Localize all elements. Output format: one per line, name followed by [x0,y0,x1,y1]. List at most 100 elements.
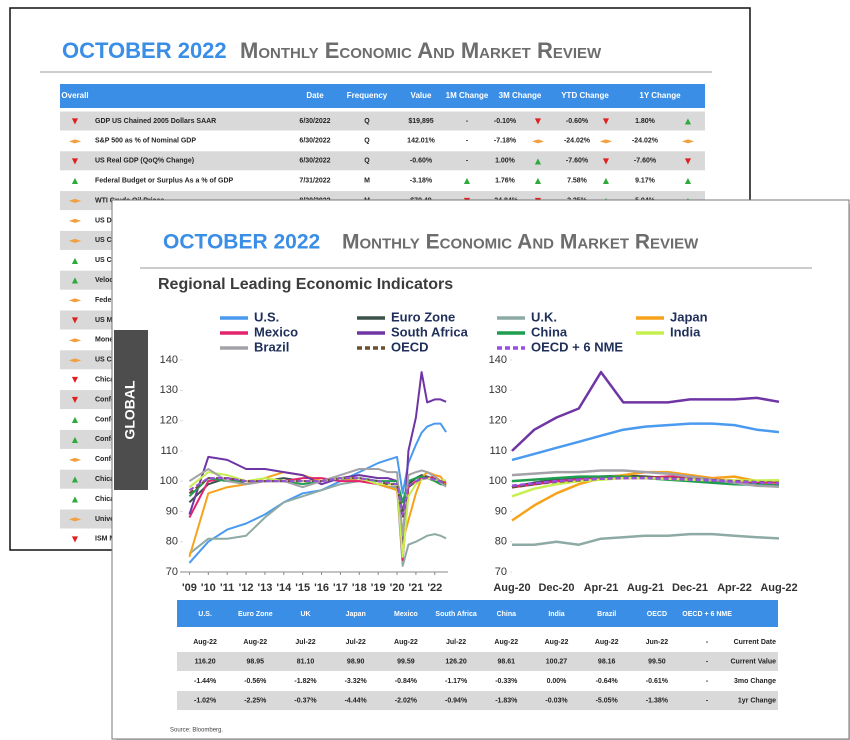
cell: -0.60% [410,158,433,165]
cell: Chicag [95,496,118,503]
cell: -0.94% [445,697,468,704]
series-line [188,468,447,537]
series-line [511,476,780,487]
x-tick-label: '11 [220,582,234,594]
y-tick-label: 130 [489,384,507,396]
y-tick-label: 90 [495,505,507,517]
header-cell: UK [300,611,310,618]
status-arrow: ▼ [603,117,610,126]
status-arrow: ▲ [72,256,79,265]
cell: -0.10% [494,118,517,125]
status-arrow: ▲ [603,176,610,185]
cell: -0.37% [294,697,317,704]
status-arrow: ◄► [69,136,82,145]
x-tick-label: Apr-21 [584,582,619,594]
legend-label: Japan [670,309,708,324]
y-tick-label: 120 [489,414,507,426]
source: Source: Bloomberg. [170,728,223,734]
row-band [60,111,705,131]
cell: - [706,678,709,685]
status-arrow: ◄► [600,136,613,145]
table-header [177,600,778,627]
header-cell: Date [306,91,324,100]
x-tick-label: '10 [201,582,216,594]
series-line [511,422,780,462]
status-arrow: ▲ [464,176,471,185]
cell: 98.95 [247,658,265,665]
global-tab-label: GLOBAL [122,380,138,440]
cell: -3.32% [345,678,368,685]
y-tick-label: 140 [489,354,507,366]
cell: -2.02% [395,697,418,704]
x-tick-label: '12 [239,582,254,594]
status-arrow: ▼ [72,534,79,543]
x-tick-label: '13 [257,582,272,594]
status-arrow: ▲ [72,475,79,484]
y-tick-label: 70 [495,566,507,578]
header-cell: 1Y Change [639,91,681,100]
status-arrow: ▲ [72,276,79,285]
status-arrow: ▲ [535,156,542,165]
status-arrow: ▲ [685,117,692,126]
cell: Velocit [95,277,118,284]
status-arrow: ◄► [69,455,82,464]
series-line [188,422,447,564]
row-band [60,151,705,171]
status-arrow: ▼ [603,156,610,165]
cell: Confe [95,416,115,423]
cell: Money [95,337,117,344]
status-arrow: ◄► [69,196,82,205]
cell: US DO [95,217,118,224]
y-tick-label: 100 [160,475,178,487]
cell: -24.02% [632,138,659,145]
cell: Confe [95,396,115,403]
cell: -24.02% [564,138,591,145]
cell: -3.18% [410,178,433,185]
legend-label: U.S. [254,309,279,324]
cell: -4.44% [345,697,368,704]
back-table-header [60,84,705,108]
front-content: U.S. Euro Zone U.K. Japan Mexico South Africa… [160,309,798,710]
header-cell: YTD Change [561,91,609,100]
header-cell: Overall [61,91,88,100]
x-tick-label: Aug-20 [493,582,530,594]
x-tick-label: '18 [352,582,367,594]
cell: Jun-22 [646,639,669,646]
cell: Chicag [95,476,118,483]
header-cell: India [548,611,564,618]
x-tick-label: '20 [390,582,405,594]
legend-label: India [670,324,701,339]
status-arrow: ◄► [69,236,82,245]
cell: -1.82% [294,678,317,685]
cell: 0.00% [547,678,568,685]
cell: S&P 500 as % of Nominal GDP [95,138,196,145]
cell: Jul-22 [446,639,466,646]
y-tick-label: 80 [495,536,507,548]
cell: - [706,697,709,704]
cell: US Mo [95,317,117,324]
cell: Q [364,158,370,165]
header-cell: Mexico [394,611,418,618]
cell: -7.60% [634,158,657,165]
status-arrow: ◄► [69,515,82,524]
row-label: Current Value [730,658,776,665]
cell: Confe [95,436,115,443]
series-line [511,469,780,488]
header-cell: OECD + 6 NME [682,611,732,618]
cell: 6/30/2022 [299,118,330,125]
cell: US Ca [95,357,116,364]
legend-label: China [531,324,568,339]
status-arrow: ▼ [72,117,79,126]
row-label: 3mo Change [734,678,776,685]
row-label: Current Date [734,639,777,646]
cell: 9.17% [635,178,656,185]
cell: -2.25% [244,697,267,704]
section-title: Regional Leading Economic Indicators [158,276,453,293]
front-subtitle: Monthly Economic And Market Review [342,231,699,254]
status-arrow: ▼ [72,395,79,404]
cell: Jul-22 [346,639,366,646]
header-cell: Brazil [597,611,616,618]
cell: -0.56% [244,678,267,685]
header-cell: Value [411,91,432,100]
status-arrow: ◄► [69,335,82,344]
